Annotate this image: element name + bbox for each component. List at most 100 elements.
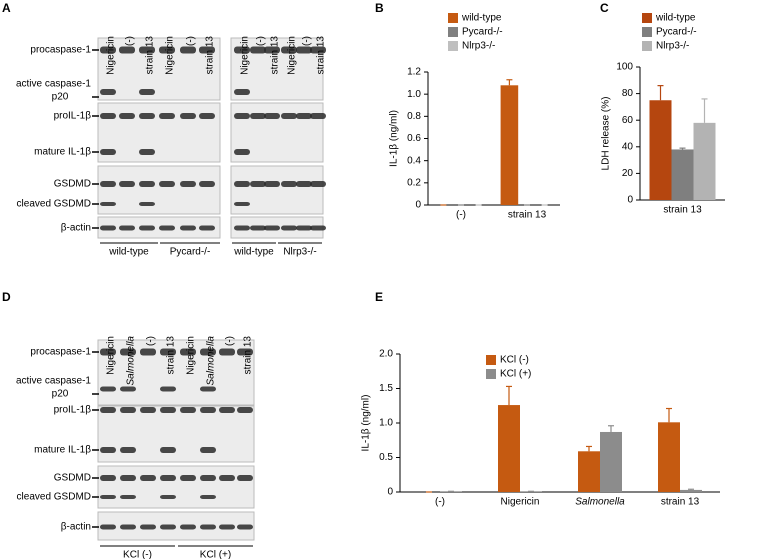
blot-band	[120, 386, 136, 392]
legend-label: Pycard-/-	[462, 27, 503, 38]
blot-band	[119, 46, 135, 54]
lane-label: strain 13	[270, 36, 281, 75]
row-label: procaspase-1	[30, 347, 91, 358]
lane-label: strain 13	[205, 36, 216, 75]
blot-band	[160, 524, 176, 530]
blot-band	[296, 113, 312, 119]
y-tick-label: 0.5	[379, 452, 393, 463]
legend-swatch	[448, 13, 458, 23]
blot-band	[199, 113, 215, 119]
blot-band	[250, 46, 266, 54]
blot-band	[159, 113, 175, 119]
group-label: wild-type	[233, 247, 274, 258]
blot-band	[100, 89, 116, 95]
blot-band	[281, 46, 297, 54]
blot-band	[180, 225, 196, 231]
y-tick-label: 0	[387, 487, 393, 498]
y-tick-label: 2.0	[379, 349, 393, 360]
blot-band	[234, 46, 250, 54]
blot-band	[100, 495, 116, 499]
blot-band	[310, 181, 326, 187]
blot-band	[264, 46, 280, 54]
lane-label: (-)	[256, 36, 267, 46]
y-tick-label: 1.0	[379, 418, 393, 429]
legend-label: Pycard-/-	[656, 27, 697, 38]
y-tick-label: 0	[415, 200, 421, 211]
blot-band	[281, 181, 297, 187]
lane-label: strain 13	[166, 336, 177, 375]
blot-band	[219, 348, 235, 356]
blot-band	[237, 348, 253, 356]
blot-band	[100, 225, 116, 231]
row-label: mature IL-1β	[34, 147, 91, 158]
lane-label: strain 13	[316, 36, 327, 75]
group-label: wild-type	[108, 247, 149, 258]
y-tick-label: 0	[627, 195, 633, 206]
blot-band	[310, 225, 326, 231]
row-label: active caspase-1	[16, 79, 91, 90]
x-tick-label: strain 13	[508, 210, 547, 221]
bar	[693, 122, 716, 200]
y-axis-label: LDH release (%)	[601, 97, 612, 171]
blot-strip	[230, 165, 324, 215]
blot-band	[200, 348, 216, 356]
blot-band	[160, 348, 176, 356]
blot-band	[120, 524, 136, 530]
bar	[649, 100, 672, 200]
blot-band	[281, 113, 297, 119]
blot-band	[180, 524, 196, 530]
blot-band	[140, 524, 156, 530]
legend-label: Nlrp3-/-	[462, 41, 495, 52]
blot-band	[139, 202, 155, 206]
blot-band	[100, 113, 116, 119]
legend-swatch	[448, 27, 458, 37]
y-tick-label: 0.4	[407, 155, 421, 166]
group-label: KCl (+)	[200, 550, 231, 559]
blot-band	[100, 447, 116, 453]
blot-band	[199, 46, 215, 54]
blot-band	[120, 495, 136, 499]
group-label: KCl (-)	[123, 550, 152, 559]
y-tick-label: 80	[622, 88, 634, 99]
lane-label: strain 13	[243, 336, 254, 375]
blot-band	[139, 225, 155, 231]
y-axis-label: IL-1β (ng/ml)	[361, 395, 372, 452]
blot-band	[180, 407, 196, 413]
blot-band	[310, 113, 326, 119]
y-tick-label: 100	[616, 62, 633, 73]
row-label: mature IL-1β	[34, 445, 91, 456]
blot-band	[159, 46, 175, 54]
legend-label: wild-type	[655, 13, 696, 24]
blot-band	[296, 181, 312, 187]
row-label: proIL-1β	[54, 111, 92, 122]
x-tick-label: (-)	[456, 210, 466, 221]
blot-band	[139, 181, 155, 187]
blot-strip	[97, 102, 221, 163]
blot-band	[120, 475, 136, 481]
lane-label: Nigericin	[186, 336, 197, 375]
panel-letter: A	[2, 1, 11, 15]
x-tick-label: strain 13	[661, 497, 700, 508]
blot-band	[281, 225, 297, 231]
y-tick-label: 40	[622, 141, 634, 152]
y-tick-label: 0.6	[407, 133, 421, 144]
lane-label: Nigericin	[165, 36, 176, 75]
blot-band	[234, 202, 250, 206]
legend-swatch	[448, 41, 458, 51]
blot-band	[310, 46, 326, 54]
blot-band	[237, 407, 253, 413]
blot-band	[139, 89, 155, 95]
panel-letter: B	[375, 1, 384, 15]
bar	[658, 422, 680, 492]
blot-band	[200, 475, 216, 481]
lane-label: Salmonella	[206, 336, 217, 386]
blot-band	[296, 225, 312, 231]
lane-label: Nigericin	[106, 36, 117, 75]
blot-band	[199, 181, 215, 187]
blot-band	[100, 46, 116, 54]
blot-band	[120, 447, 136, 453]
blot-band	[140, 407, 156, 413]
bar	[500, 85, 519, 205]
blot-band	[180, 475, 196, 481]
